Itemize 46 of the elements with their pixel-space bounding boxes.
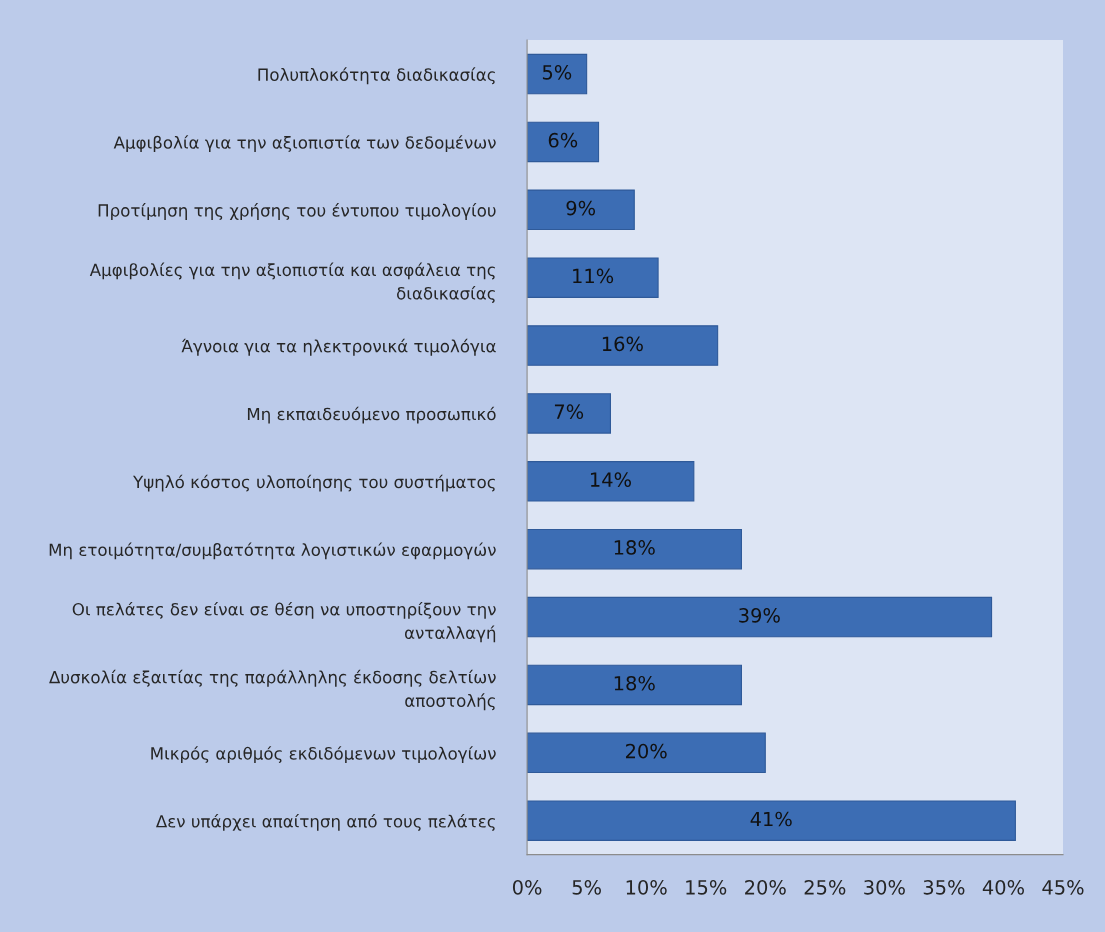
data-label: 5%	[542, 64, 572, 80]
x-tick-label: 10%	[626, 879, 667, 895]
y-tick-label: Μη εκπαιδευόμενο προσωπικό	[247, 406, 496, 424]
y-tick-label: Αμφιβολίες για την αξιοπιστία και ασφάλεια της διαδικασίας	[89, 262, 495, 303]
y-tick-label: Οι πελάτες δεν είναι σε θέση να υποστηρίξουν την ανταλλαγή	[72, 601, 496, 643]
y-tick-label: Δυσκολία εξαιτίας της παράλληλης έκδοσης δελτίων αποστολής	[49, 669, 496, 711]
y-tick-label: Μικρός αριθμός εκδιδόμενων τιμολογίων	[151, 746, 496, 763]
x-tick-label: 5%	[572, 879, 601, 895]
x-tick-label: 45%	[1042, 879, 1084, 895]
data-label: 16%	[602, 336, 643, 352]
x-tick-label: 40%	[982, 879, 1024, 895]
y-tick-label: Προτίμηση της χρήσης του έντυπου τιμολογίου	[98, 203, 496, 220]
data-label: 41%	[750, 811, 792, 827]
x-tick-label: 25%	[804, 879, 846, 895]
bar	[527, 257, 659, 298]
y-tick-label: Μη ετοιμότητα/συμβατότητα λογιστικών εφαρμογών	[49, 542, 496, 560]
data-label: 18%	[614, 540, 655, 555]
bar	[527, 596, 993, 638]
bar	[527, 393, 612, 434]
bar	[527, 189, 635, 231]
bar	[527, 664, 743, 706]
y-tick-label: Υψηλό κόστος υλοποίησης του συστήματος	[133, 474, 495, 492]
data-label: 7%	[554, 404, 584, 420]
x-tick-label: 0%	[512, 879, 542, 895]
data-label: 14%	[590, 472, 631, 487]
y-tick-label: Αμφιβολία για την αξιοπιστία των δεδομένων	[113, 135, 496, 153]
bar	[527, 528, 743, 570]
x-tick-label: 35%	[923, 879, 965, 895]
y-tick-label: Δεν υπάρχει απαίτηση από τους πελάτες	[155, 814, 495, 831]
x-tick-label: 20%	[745, 879, 786, 895]
bar	[527, 800, 1016, 841]
data-label: 6%	[548, 132, 578, 148]
y-tick-label: Άγνοια για τα ηλεκτρονικά τιμολόγια	[181, 338, 496, 356]
data-label: 11%	[573, 268, 614, 284]
x-tick-label: 15%	[686, 879, 727, 895]
x-tick-label: 30%	[864, 879, 905, 895]
data-label: 9%	[566, 200, 596, 216]
y-tick-label: Πολυπλοκότητα διαδικασίας	[258, 67, 495, 85]
data-label: 18%	[614, 675, 655, 691]
bar	[527, 732, 766, 774]
data-label: 20%	[626, 743, 667, 759]
bar	[527, 325, 719, 366]
data-label: 39%	[739, 608, 780, 623]
bar	[527, 53, 588, 95]
bar	[527, 461, 695, 502]
bar	[527, 121, 600, 163]
